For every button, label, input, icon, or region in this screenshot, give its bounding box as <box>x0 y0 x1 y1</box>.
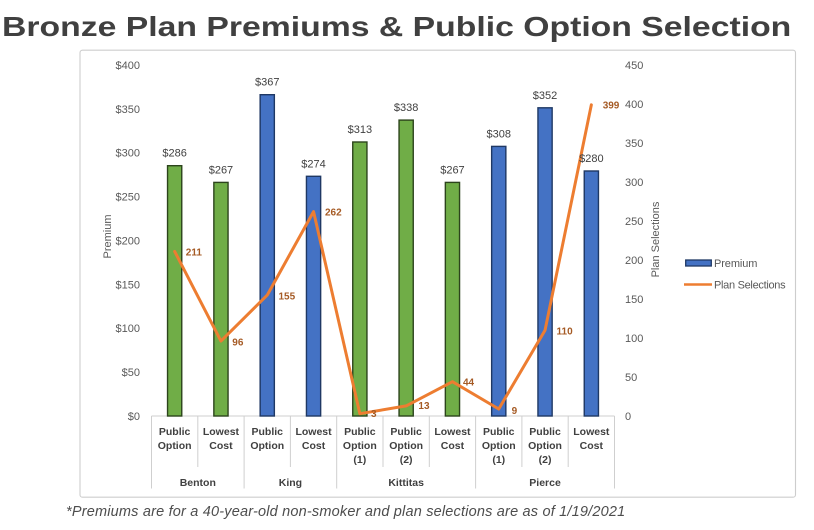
svg-text:211: 211 <box>186 248 203 259</box>
svg-text:$313: $313 <box>348 124 372 136</box>
svg-text:$267: $267 <box>440 164 464 176</box>
svg-text:$200: $200 <box>116 235 140 247</box>
svg-text:$338: $338 <box>394 102 418 114</box>
svg-text:$274: $274 <box>301 158 325 170</box>
svg-text:50: 50 <box>625 372 637 384</box>
svg-text:400: 400 <box>625 99 643 111</box>
svg-text:$400: $400 <box>116 60 140 72</box>
svg-text:9: 9 <box>512 406 518 417</box>
svg-text:$0: $0 <box>128 411 140 423</box>
svg-text:King: King <box>279 477 302 489</box>
svg-text:96: 96 <box>232 338 244 349</box>
svg-text:262: 262 <box>325 208 342 219</box>
svg-text:Plan Selections: Plan Selections <box>650 201 662 277</box>
svg-text:200: 200 <box>625 255 643 267</box>
svg-text:150: 150 <box>625 294 643 306</box>
svg-text:Benton: Benton <box>180 477 216 489</box>
svg-text:13: 13 <box>418 401 430 412</box>
svg-text:350: 350 <box>625 138 643 150</box>
svg-text:Plan Selections: Plan Selections <box>714 280 786 292</box>
svg-text:Kittitas: Kittitas <box>388 477 424 489</box>
svg-text:$50: $50 <box>122 367 140 379</box>
svg-text:$267: $267 <box>209 164 233 176</box>
svg-text:$300: $300 <box>116 148 140 160</box>
svg-text:$286: $286 <box>162 148 186 160</box>
svg-text:Pierce: Pierce <box>529 477 561 489</box>
svg-text:155: 155 <box>279 292 296 303</box>
svg-text:Premium: Premium <box>714 258 757 270</box>
svg-text:44: 44 <box>463 378 475 389</box>
svg-text:$367: $367 <box>255 77 279 89</box>
svg-text:$280: $280 <box>579 153 603 165</box>
svg-text:250: 250 <box>625 216 643 228</box>
svg-text:399: 399 <box>603 101 620 112</box>
svg-text:$100: $100 <box>116 323 140 335</box>
svg-text:Premium: Premium <box>102 214 114 258</box>
svg-text:0: 0 <box>625 411 631 423</box>
svg-text:$250: $250 <box>116 192 140 204</box>
svg-text:$308: $308 <box>487 128 511 140</box>
svg-text:110: 110 <box>557 327 574 338</box>
svg-text:$352: $352 <box>533 90 557 102</box>
svg-text:3: 3 <box>371 409 377 420</box>
svg-text:$150: $150 <box>116 279 140 291</box>
svg-text:$350: $350 <box>116 104 140 116</box>
svg-text:300: 300 <box>625 177 643 189</box>
svg-text:450: 450 <box>625 60 643 72</box>
svg-text:100: 100 <box>625 333 643 345</box>
